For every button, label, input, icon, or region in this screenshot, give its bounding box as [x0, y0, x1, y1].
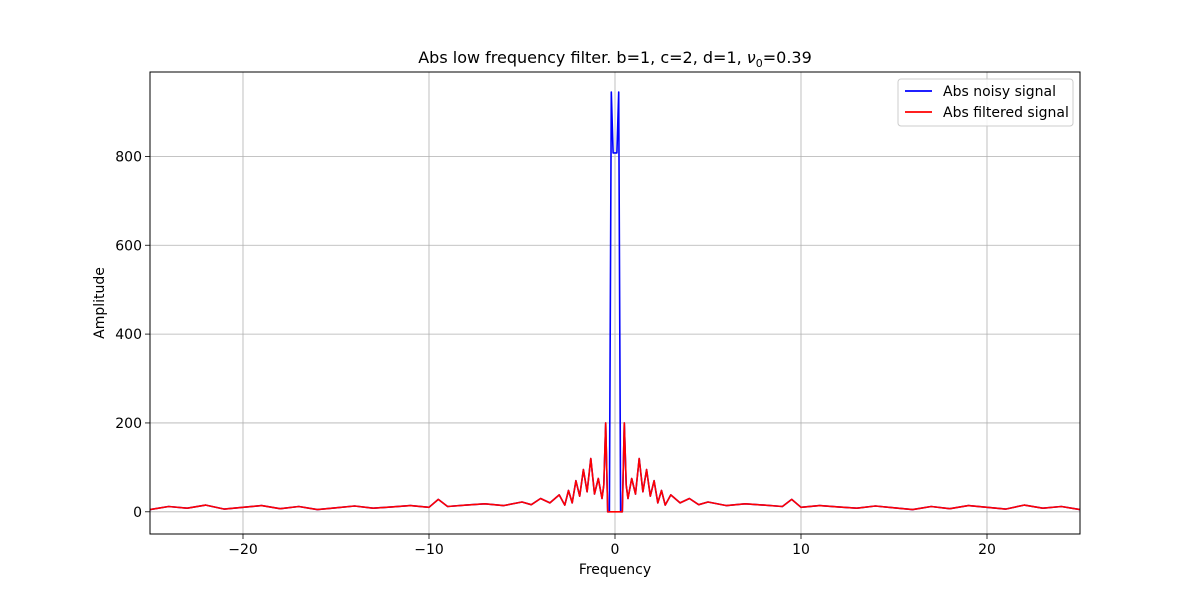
y-tick-label: 800 — [115, 149, 142, 165]
series-line-filtered — [149, 422, 1081, 513]
y-tick-label: 200 — [115, 416, 142, 432]
legend-label: Abs noisy signal — [943, 84, 1056, 100]
legend-label: Abs filtered signal — [943, 105, 1069, 121]
y-tick-label: 400 — [115, 327, 142, 343]
x-axis-label: Frequency — [579, 562, 651, 578]
y-tick-label: 0 — [133, 505, 142, 521]
legend: Abs noisy signal Abs filtered signal — [897, 78, 1074, 127]
x-tick-label: 20 — [978, 542, 996, 558]
y-tick-label: 600 — [115, 238, 142, 254]
x-tick-label: −10 — [414, 542, 444, 558]
x-tick-label: 0 — [611, 542, 620, 558]
x-tick-label: 10 — [792, 542, 810, 558]
y-axis-label: Amplitude — [92, 267, 108, 339]
legend-box — [897, 78, 1074, 127]
chart-title: Abs low frequency filter. b=1, c=2, d=1,… — [418, 48, 812, 70]
x-tick-label: −20 — [228, 542, 258, 558]
plot-lines — [149, 91, 1081, 513]
